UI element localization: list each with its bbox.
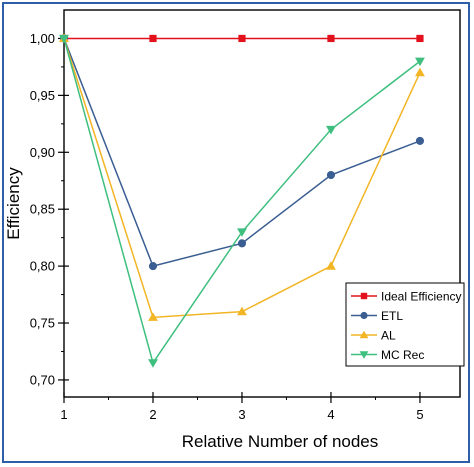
data-point-mc-rec: [415, 57, 425, 67]
legend-item-ideal-efficiency: Ideal Efficiency: [351, 290, 462, 304]
x-tick-label: 4: [327, 407, 334, 422]
axes: 0,70 0,75 0,80 0,85 0,90 0,95 1,00 1 2 3 4 5: [30, 9, 461, 422]
y-tick-label: 0,85: [30, 202, 55, 217]
series-line-al: [63, 38, 421, 319]
y-tick-label: 0,75: [30, 316, 55, 331]
y-tick-label: 0,80: [30, 259, 55, 274]
data-point-ideal-efficiency: [327, 34, 335, 43]
series-mc-rec: [59, 34, 425, 368]
data-point-etl: [326, 170, 336, 180]
legend-marker: [359, 351, 369, 359]
x-tick-label: 2: [149, 407, 156, 422]
legend-item-mc-rec: MC Rec: [351, 348, 424, 362]
legend-marker: [360, 311, 368, 320]
legend-marker: [360, 292, 368, 300]
data-point-etl: [237, 239, 247, 248]
y-axis-title: Efficiency: [4, 167, 23, 240]
y-tick-label: 1,00: [30, 31, 55, 46]
data-point-al: [415, 67, 425, 77]
data-point-mc-rec: [326, 125, 336, 135]
data-point-etl: [415, 136, 425, 145]
series-layer: [59, 33, 425, 368]
data-point-etl: [148, 262, 158, 271]
y-tick-label: 0,70: [30, 372, 55, 387]
series-ideal-efficiency: [60, 34, 424, 43]
data-point-al: [148, 312, 158, 321]
x-tick-label: 3: [238, 407, 245, 422]
data-point-ideal-efficiency: [416, 34, 424, 43]
data-point-mc-rec: [237, 228, 247, 237]
data-point-ideal-efficiency: [149, 34, 157, 43]
data-point-al: [326, 261, 336, 270]
series-etl: [59, 34, 425, 271]
legend-label: Ideal Efficiency: [381, 290, 462, 304]
x-axis-title: Relative Number of nodes: [182, 432, 379, 451]
legend-marker: [359, 330, 369, 339]
y-tick-label: 0,95: [30, 88, 55, 103]
legend: Ideal Efficiency ETL AL MC Rec: [345, 282, 465, 367]
legend-item-etl: ETL: [351, 309, 403, 323]
series-al: [59, 33, 425, 321]
legend-item-al: AL: [351, 329, 396, 343]
data-point-mc-rec: [148, 359, 158, 368]
legend-label: ETL: [381, 309, 403, 323]
legend-label: AL: [381, 329, 396, 343]
data-point-al: [237, 306, 247, 316]
x-tick-label: 5: [416, 407, 423, 422]
data-point-mc-rec: [59, 34, 69, 44]
y-tick-label: 0,90: [30, 145, 55, 160]
plot-area-border: [63, 9, 461, 398]
x-tick-label: 1: [60, 407, 67, 422]
legend-label: MC Rec: [381, 348, 424, 362]
data-point-ideal-efficiency: [238, 34, 246, 43]
